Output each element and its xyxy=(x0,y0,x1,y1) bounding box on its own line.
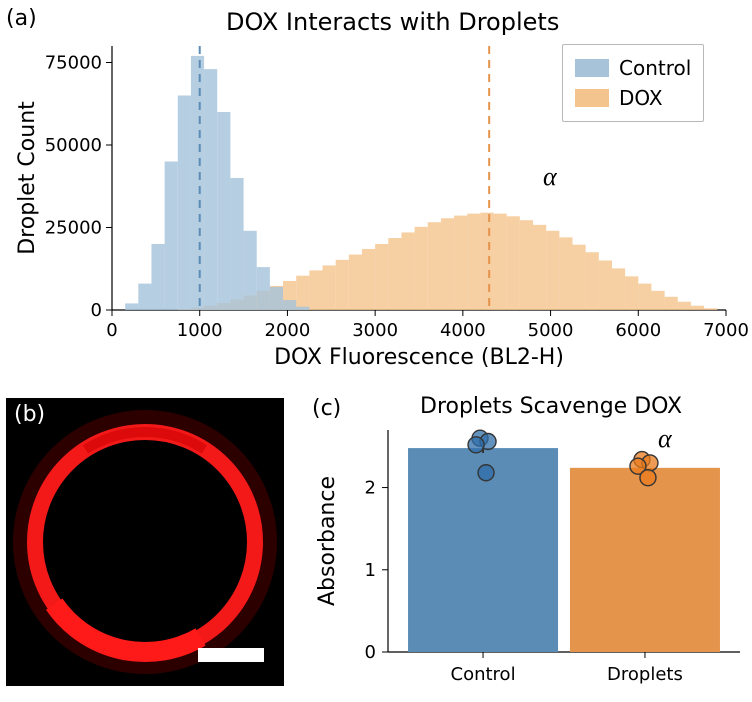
panel-c-alpha: α xyxy=(658,424,672,454)
svg-text:DOX Fluorescence (BL2-H): DOX Fluorescence (BL2-H) xyxy=(274,345,564,370)
svg-text:2000: 2000 xyxy=(265,320,311,341)
legend-swatch-control xyxy=(575,59,609,77)
panel-c-chart: 0 1 2 Control Droplets Absorbance xyxy=(292,390,752,700)
legend-control-label: Control xyxy=(619,53,691,83)
panel-a-alpha: α xyxy=(543,162,557,192)
svg-text:Droplets: Droplets xyxy=(607,664,683,685)
svg-text:Absorbance: Absorbance xyxy=(315,476,340,606)
legend-dox-label: DOX xyxy=(619,83,663,113)
svg-text:0: 0 xyxy=(106,320,117,341)
svg-text:75000: 75000 xyxy=(45,53,102,74)
panel-b-ring xyxy=(6,398,284,686)
svg-text:Droplet Count: Droplet Count xyxy=(15,101,40,255)
scale-bar xyxy=(198,648,264,662)
legend-swatch-dox xyxy=(575,89,609,107)
panel-b-image xyxy=(6,398,284,686)
svg-text:1: 1 xyxy=(365,560,376,581)
svg-text:5000: 5000 xyxy=(528,320,574,341)
panel-a-legend: Control DOX xyxy=(562,44,704,122)
svg-text:25000: 25000 xyxy=(45,218,102,239)
svg-text:2: 2 xyxy=(365,478,376,499)
svg-text:50000: 50000 xyxy=(45,135,102,156)
svg-text:0: 0 xyxy=(91,300,102,321)
svg-text:6000: 6000 xyxy=(615,320,661,341)
svg-text:3000: 3000 xyxy=(352,320,398,341)
legend-row-dox: DOX xyxy=(575,83,691,113)
svg-text:Control: Control xyxy=(451,664,516,685)
svg-text:0: 0 xyxy=(365,642,376,663)
panel-b-label: (b) xyxy=(14,402,45,427)
svg-text:1000: 1000 xyxy=(177,320,223,341)
legend-row-control: Control xyxy=(575,53,691,83)
figure-root: (a) DOX Interacts with Droplets 01000200… xyxy=(0,0,752,702)
svg-text:4000: 4000 xyxy=(440,320,486,341)
svg-text:7000: 7000 xyxy=(703,320,749,341)
